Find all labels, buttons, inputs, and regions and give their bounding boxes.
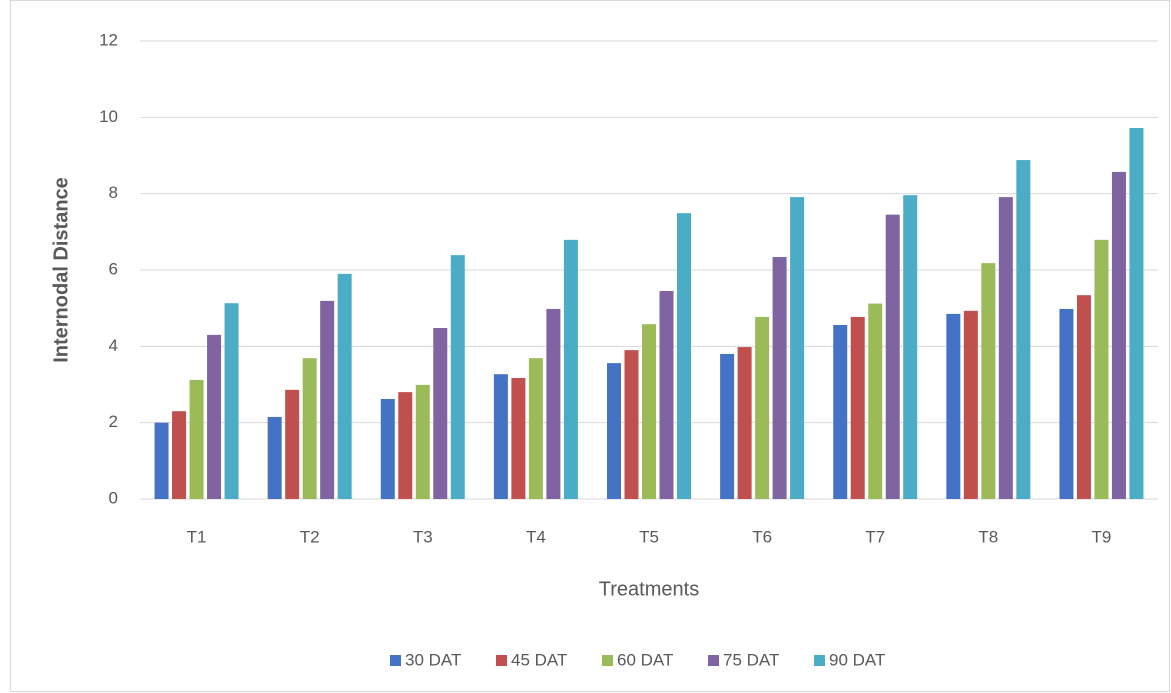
bar [267, 416, 282, 499]
bar [659, 290, 674, 499]
y-tick-label: 8 [109, 183, 118, 202]
bar [285, 389, 300, 499]
bar [511, 378, 526, 499]
y-tick-label: 6 [109, 259, 118, 278]
bar [737, 347, 752, 499]
bar [1016, 160, 1031, 499]
bar [1111, 171, 1126, 499]
bar [546, 308, 561, 499]
bar [302, 358, 317, 499]
bar [528, 358, 543, 499]
bar [398, 392, 413, 499]
bar [642, 324, 656, 499]
bar [981, 263, 996, 499]
x-tick-label: T8 [978, 527, 998, 546]
bar [337, 273, 352, 499]
bar [563, 239, 578, 499]
y-tick-label: 12 [99, 30, 118, 49]
bar [998, 197, 1013, 499]
x-tick-label: T3 [413, 527, 433, 546]
x-tick-label: T2 [300, 527, 320, 546]
bar [1059, 308, 1074, 499]
x-tick-label: T6 [752, 527, 772, 546]
y-tick-label: 4 [109, 336, 118, 355]
bar [755, 316, 770, 499]
y-tick-label: 2 [109, 412, 118, 431]
x-axis-label: Treatments [599, 578, 699, 600]
bar [450, 255, 465, 499]
bar [207, 334, 222, 499]
legend-swatch [496, 655, 507, 666]
bar [224, 303, 239, 499]
bar [833, 324, 848, 499]
legend-label: 75 DAT [723, 650, 779, 669]
bar [624, 350, 639, 499]
bar [885, 214, 900, 500]
bar [154, 422, 169, 499]
bar [963, 310, 978, 499]
x-tick-label: T7 [865, 527, 885, 546]
bar [720, 353, 735, 499]
bar [380, 399, 395, 499]
x-tick-label: T1 [187, 527, 207, 546]
x-tick-label: T9 [1092, 527, 1112, 546]
bar [677, 213, 691, 500]
y-tick-label: 10 [99, 107, 118, 126]
bar [868, 303, 883, 499]
bar [320, 300, 335, 499]
legend-label: 45 DAT [511, 650, 567, 669]
bar [493, 374, 508, 499]
legend-swatch [708, 655, 719, 666]
x-tick-label: T4 [526, 527, 546, 546]
bar [1129, 128, 1144, 499]
bar [946, 313, 961, 499]
y-axis-label: Internodal Distance [50, 177, 72, 363]
bar [903, 195, 918, 499]
legend-swatch [390, 655, 401, 666]
y-tick-label: 0 [109, 488, 118, 507]
bar [1076, 295, 1091, 499]
legend-label: 60 DAT [617, 650, 673, 669]
bar [850, 316, 865, 499]
bar [607, 363, 621, 499]
bar [415, 384, 430, 499]
x-tick-label: T5 [639, 527, 659, 546]
legend-swatch [814, 655, 825, 666]
legend-label: 90 DAT [829, 650, 885, 669]
legend-label: 30 DAT [405, 650, 461, 669]
bar [433, 328, 448, 499]
bar [172, 411, 187, 499]
bar [772, 257, 787, 499]
legend-swatch [602, 655, 613, 666]
bar [1094, 239, 1109, 499]
bar [790, 197, 805, 499]
bar [189, 379, 204, 499]
